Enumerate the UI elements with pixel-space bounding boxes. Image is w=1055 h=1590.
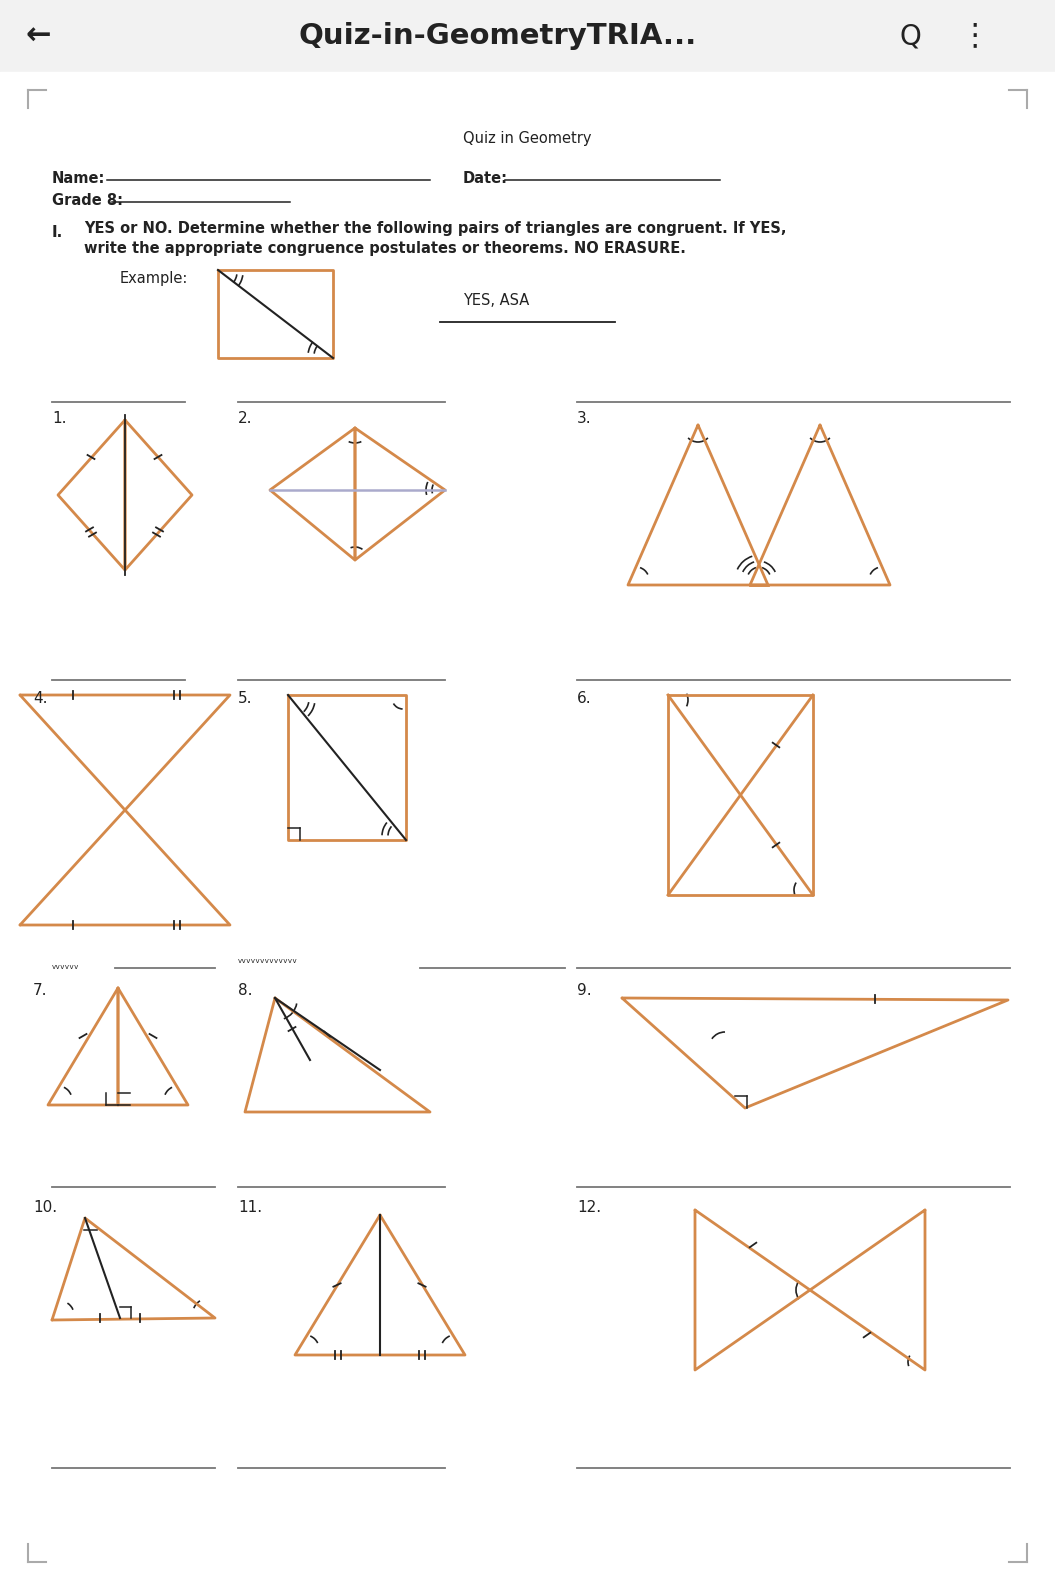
Text: 11.: 11. [238, 1200, 262, 1215]
Text: 3.: 3. [577, 410, 592, 426]
Text: Example:: Example: [120, 270, 189, 286]
Text: Quiz in Geometry: Quiz in Geometry [463, 130, 592, 146]
Text: ᵥᵥᵥᵥᵥᵥ: ᵥᵥᵥᵥᵥᵥ [52, 960, 80, 971]
Text: YES or NO. Determine whether the following pairs of triangles are congruent. If : YES or NO. Determine whether the followi… [84, 221, 786, 235]
Text: Date:: Date: [463, 170, 509, 186]
Text: 4.: 4. [33, 690, 47, 706]
Text: Name:: Name: [52, 170, 106, 186]
Text: 6.: 6. [577, 690, 592, 706]
Text: YES, ASA: YES, ASA [463, 293, 530, 307]
Text: 5.: 5. [238, 690, 252, 706]
Text: 1.: 1. [52, 410, 66, 426]
Text: ᵥᵥᵥᵥᵥᵥᵥᵥᵥᵥᵥᵥᵥ: ᵥᵥᵥᵥᵥᵥᵥᵥᵥᵥᵥᵥᵥ [238, 956, 299, 965]
Text: write the appropriate congruence postulates or theorems. NO ERASURE.: write the appropriate congruence postula… [84, 240, 686, 256]
Text: 7.: 7. [33, 983, 47, 997]
Text: 9.: 9. [577, 983, 592, 997]
Text: I.: I. [52, 224, 63, 240]
Text: ⋮: ⋮ [960, 22, 991, 51]
Text: Grade 8:: Grade 8: [52, 192, 123, 208]
Text: Quiz-in-GeometryTRIA...: Quiz-in-GeometryTRIA... [299, 22, 696, 49]
Text: 10.: 10. [33, 1200, 57, 1215]
Text: Q: Q [899, 22, 921, 49]
Text: ←: ← [25, 22, 51, 51]
Text: 12.: 12. [577, 1200, 601, 1215]
Text: 2.: 2. [238, 410, 252, 426]
Text: 8.: 8. [238, 983, 252, 997]
